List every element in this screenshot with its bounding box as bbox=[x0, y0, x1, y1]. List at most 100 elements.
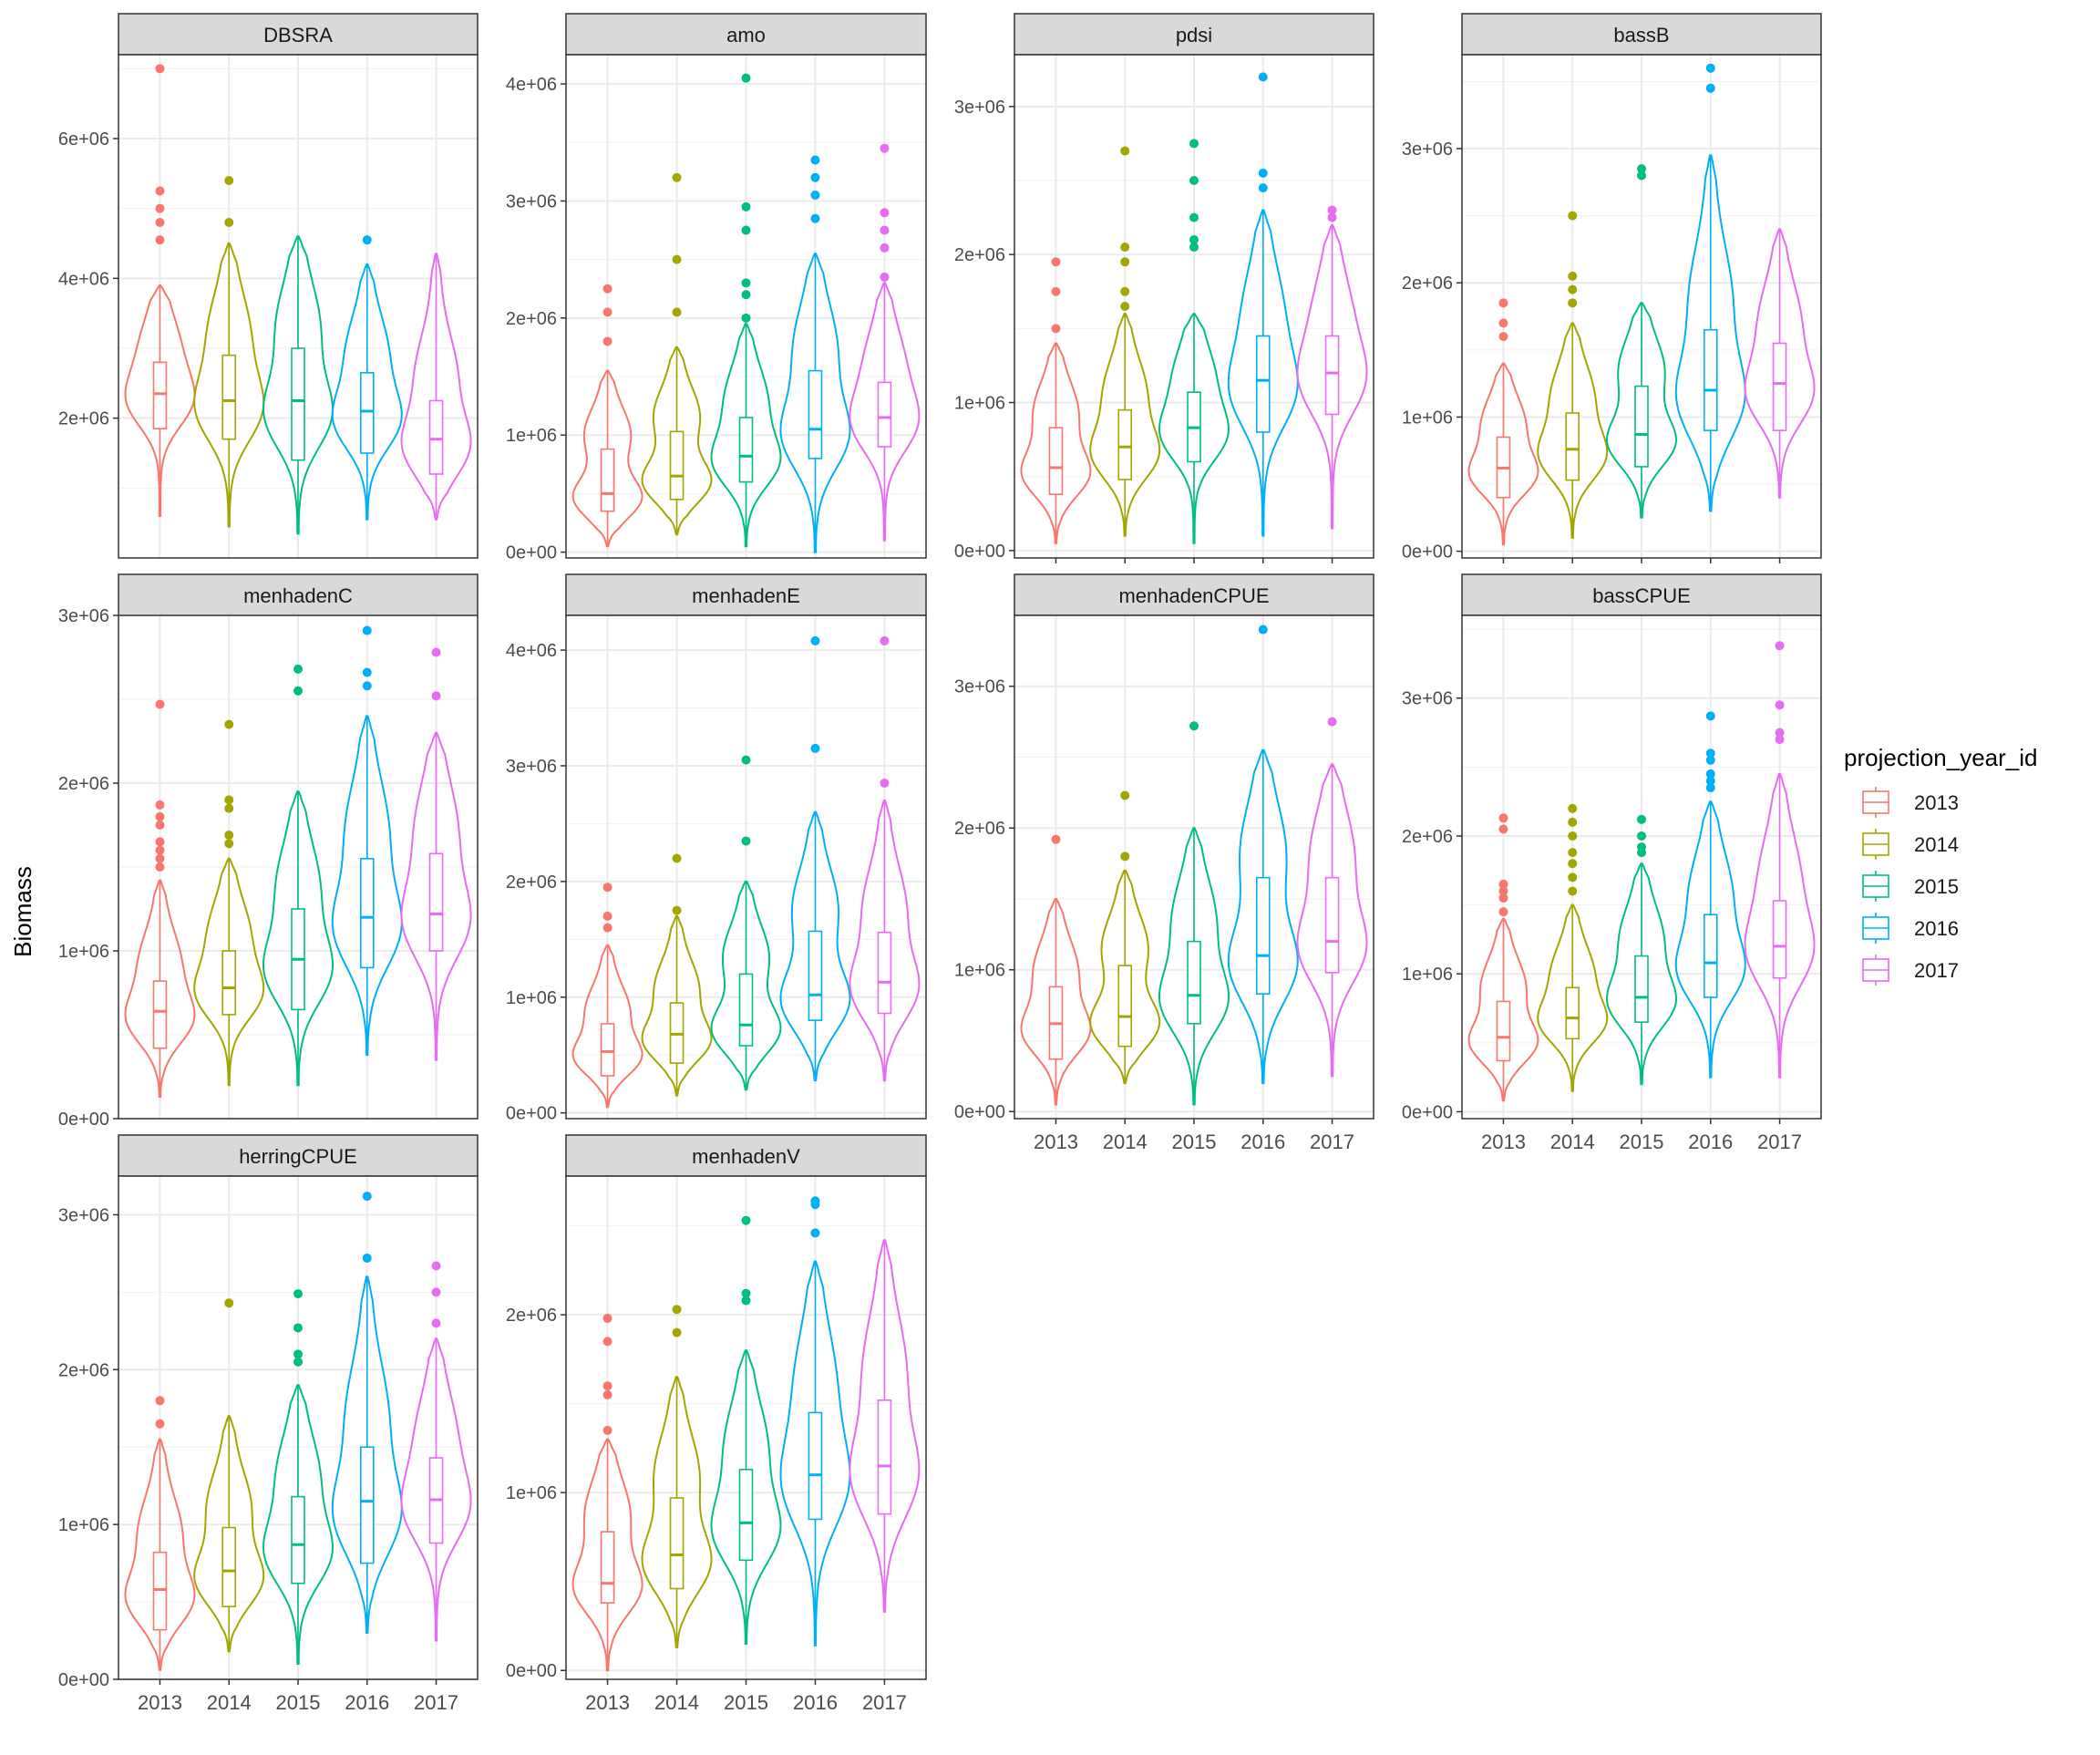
x-tick-label: 2016 bbox=[345, 1691, 389, 1714]
box-2015 bbox=[1634, 385, 1649, 468]
facet-strip-label: amo bbox=[726, 24, 766, 46]
outlier-point bbox=[1568, 271, 1578, 281]
facet-panel-herringcpue: herringCPUE 0e+00 1e+06 2e+06 3e+06 2013 2014 2… bbox=[58, 1134, 479, 1714]
y-tick-label: 2e+06 bbox=[1402, 827, 1453, 847]
series-2016 bbox=[779, 1196, 851, 1647]
violin-2016 bbox=[1227, 748, 1299, 1085]
series-2016 bbox=[331, 235, 403, 521]
x-tick-label: 2014 bbox=[654, 1691, 699, 1714]
outlier-point bbox=[741, 1215, 751, 1225]
box-2015 bbox=[738, 973, 754, 1047]
outlier-point bbox=[1498, 886, 1508, 896]
violin-2014 bbox=[641, 914, 713, 1097]
outlier-point bbox=[1637, 814, 1646, 824]
facet-panel-amo: amo 0e+00 1e+06 2e+06 3e+06 4e+06 bbox=[506, 13, 927, 563]
outlier-point bbox=[1568, 817, 1578, 827]
y-tick-label: 0e+00 bbox=[506, 1661, 557, 1681]
series-2017 bbox=[400, 1261, 472, 1642]
violin-2015 bbox=[1605, 302, 1678, 519]
y-tick-label: 3e+06 bbox=[1402, 139, 1453, 160]
outlier-point bbox=[431, 1318, 441, 1328]
violin-2016 bbox=[779, 1260, 851, 1647]
outlier-point bbox=[741, 278, 751, 288]
outlier-point bbox=[293, 1289, 303, 1299]
facet-strip bbox=[118, 1134, 479, 1177]
violin-2013 bbox=[571, 369, 643, 548]
box-2016 bbox=[359, 372, 375, 454]
outlier-point bbox=[1637, 170, 1646, 181]
outlier-point bbox=[880, 143, 890, 153]
facet-panel-menhadenc: menhadenC 0e+00 1e+06 2e+06 3e+06 bbox=[58, 573, 479, 1130]
box-2014 bbox=[669, 1497, 685, 1590]
outlier-point bbox=[155, 186, 165, 196]
facet-strip-label: menhadenC bbox=[243, 584, 353, 607]
box-2013 bbox=[152, 1551, 168, 1631]
y-tick-label: 2e+06 bbox=[506, 1306, 557, 1326]
x-tick-label: 2016 bbox=[1240, 1130, 1285, 1153]
outlier-point bbox=[1705, 769, 1715, 779]
outlier-point bbox=[293, 1349, 303, 1359]
box-2016 bbox=[1703, 328, 1718, 431]
outlier-point bbox=[810, 172, 820, 182]
outlier-point bbox=[741, 836, 751, 846]
x-tick-label: 2014 bbox=[1550, 1130, 1595, 1153]
y-tick-label: 3e+06 bbox=[1402, 689, 1453, 709]
outlier-point bbox=[1568, 859, 1578, 869]
outlier-point bbox=[1258, 183, 1268, 193]
outlier-point bbox=[880, 243, 890, 253]
series-2013 bbox=[1467, 813, 1539, 1102]
outlier-point bbox=[810, 635, 820, 645]
box-2017 bbox=[1324, 876, 1340, 974]
outlier-point bbox=[880, 272, 890, 282]
facet-strip-label: DBSRA bbox=[263, 24, 333, 46]
outlier-point bbox=[1189, 212, 1199, 222]
legend-entry-label: 2015 bbox=[1914, 875, 1959, 898]
series-2013 bbox=[124, 1396, 196, 1671]
series-2017 bbox=[849, 143, 921, 542]
series-2014 bbox=[1537, 211, 1609, 539]
outlier-point bbox=[1637, 164, 1646, 174]
outlier-point bbox=[1568, 872, 1578, 883]
series-2017 bbox=[1296, 717, 1368, 1078]
box-2015 bbox=[1634, 955, 1649, 1023]
outlier-point bbox=[810, 191, 820, 201]
series-2017 bbox=[849, 635, 921, 1082]
violin-2015 bbox=[1605, 862, 1678, 1086]
outlier-point bbox=[1775, 700, 1785, 710]
violin-2017 bbox=[849, 1239, 921, 1613]
outlier-point bbox=[1568, 831, 1578, 841]
x-tick-label: 2013 bbox=[1034, 1130, 1078, 1153]
outlier-point bbox=[1498, 879, 1508, 889]
outlier-point bbox=[1705, 83, 1715, 93]
outlier-point bbox=[224, 831, 234, 841]
y-tick-label: 0e+00 bbox=[954, 542, 1005, 562]
outlier-point bbox=[1051, 286, 1061, 296]
y-tick-label: 2e+06 bbox=[954, 245, 1005, 265]
box-2016 bbox=[1255, 335, 1271, 433]
y-tick-label: 1e+06 bbox=[506, 1483, 557, 1503]
outlier-point bbox=[1120, 146, 1130, 156]
facet-strip-label: pdsi bbox=[1176, 24, 1212, 46]
outlier-point bbox=[741, 73, 751, 83]
outlier-point bbox=[155, 699, 165, 709]
outlier-point bbox=[672, 1305, 682, 1315]
outlier-point bbox=[1568, 211, 1578, 221]
outlier-point bbox=[741, 1296, 751, 1306]
y-tick-label: 0e+00 bbox=[954, 1102, 1005, 1122]
outlier-point bbox=[224, 218, 234, 227]
outlier-point bbox=[431, 1261, 441, 1271]
box-2014 bbox=[221, 950, 237, 1016]
series-2017 bbox=[849, 1239, 921, 1613]
series-2014 bbox=[193, 176, 265, 528]
box-2014 bbox=[1565, 412, 1580, 481]
outlier-point bbox=[1189, 243, 1199, 253]
series-2017 bbox=[400, 647, 472, 1061]
x-tick-label: 2016 bbox=[793, 1691, 838, 1714]
outlier-point bbox=[1189, 139, 1199, 149]
box-2014 bbox=[221, 1526, 237, 1607]
box-2017 bbox=[428, 399, 444, 475]
box-2015 bbox=[738, 1469, 754, 1562]
box-2013 bbox=[1048, 427, 1064, 495]
